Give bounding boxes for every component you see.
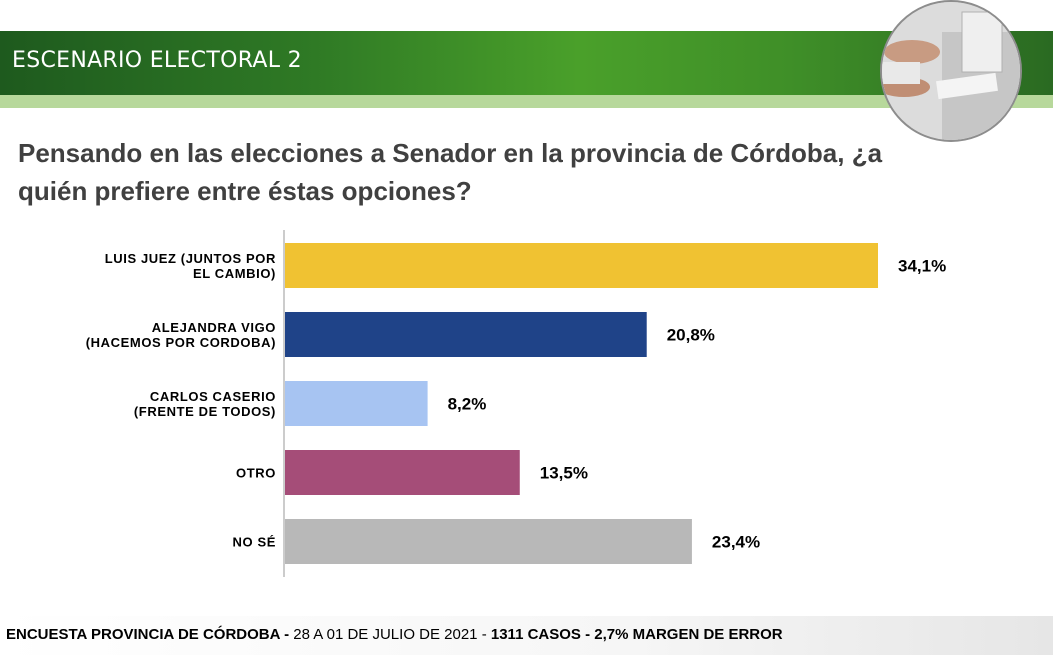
category-label: EL CAMBIO) (193, 266, 276, 281)
bar (285, 381, 428, 426)
bar-value-label: 34,1% (898, 257, 946, 276)
category-label: OTRO (236, 466, 276, 481)
bar-value-label: 8,2% (448, 395, 487, 414)
bar-value-label: 13,5% (540, 464, 588, 483)
page-title: ESCENARIO ELECTORAL 2 (12, 48, 302, 73)
footer-bar (0, 616, 1053, 655)
footer-separator: - (477, 626, 491, 643)
footer-separator: - (279, 626, 294, 643)
bar (285, 450, 520, 495)
category-label: ALEJANDRA VIGO (152, 320, 276, 335)
survey-question: Pensando en las elecciones a Senador en … (18, 138, 883, 206)
bar (285, 519, 692, 564)
footer-survey-name: ENCUESTA PROVINCIA DE CÓRDOBA (6, 626, 280, 643)
bar-value-label: 20,8% (667, 326, 715, 345)
header-banner (0, 31, 1053, 95)
header-accent-strip (0, 95, 1053, 108)
category-label: NO SÉ (233, 535, 276, 550)
ballot-box-illustration (882, 2, 1020, 140)
category-label: (FRENTE DE TODOS) (134, 404, 276, 419)
footer-dates: 28 A 01 DE JULIO DE 2021 (293, 626, 478, 643)
footer-caption: ENCUESTA PROVINCIA DE CÓRDOBA - 28 A 01 … (6, 626, 783, 643)
bar-value-label: 23,4% (712, 533, 760, 552)
category-label: LUIS JUEZ (JUNTOS POR (105, 251, 276, 266)
bar (285, 312, 647, 357)
category-label: (HACEMOS POR CORDOBA) (86, 335, 276, 350)
category-label: CARLOS CASERIO (150, 389, 276, 404)
bar (285, 243, 878, 288)
footer-cases-margin: 1311 CASOS - 2,7% MARGEN DE ERROR (490, 626, 783, 643)
ballot-box-photo (880, 0, 1022, 142)
